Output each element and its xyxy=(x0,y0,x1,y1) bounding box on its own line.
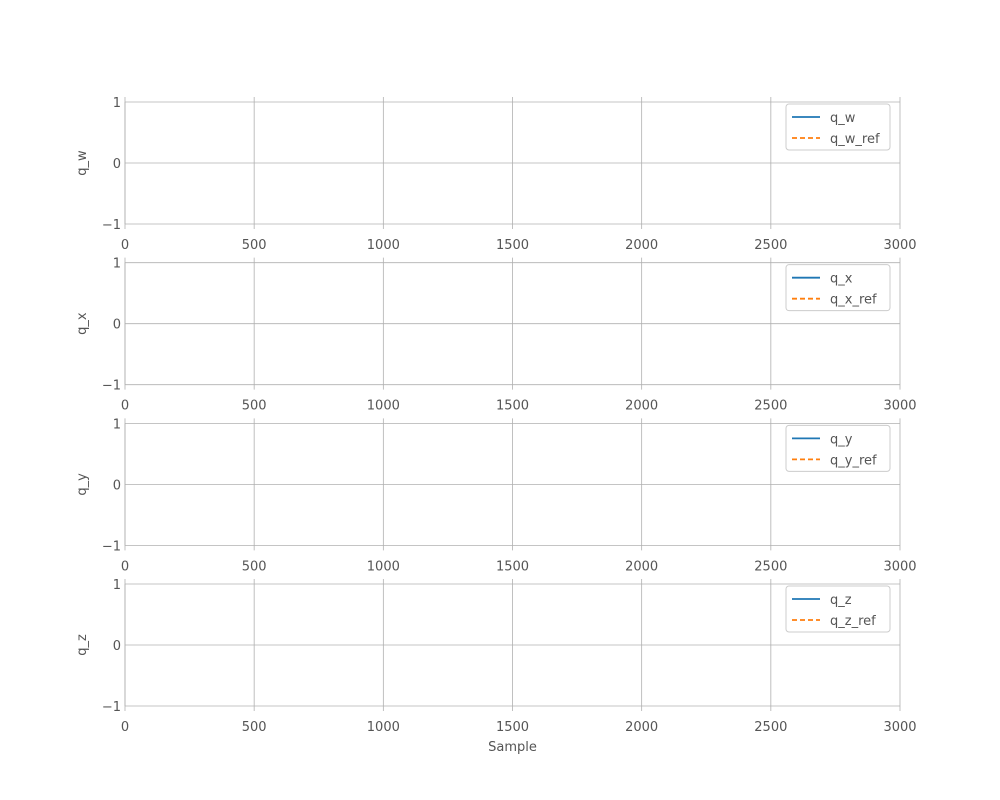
y-tick-label: 1 xyxy=(113,257,121,272)
x-tick-label: 1000 xyxy=(367,720,400,735)
x-tick-label: 0 xyxy=(121,720,129,735)
legend-entry: q_x xyxy=(830,272,853,287)
y-tick-label: −1 xyxy=(102,539,121,554)
legend-entry: q_x_ref xyxy=(830,293,877,308)
x-tick-label: 2000 xyxy=(625,720,658,735)
y-tick-label: −1 xyxy=(102,379,121,394)
y-tick-label: −1 xyxy=(102,218,121,233)
x-tick-label: 500 xyxy=(242,720,267,735)
x-tick-label: 0 xyxy=(121,238,129,253)
y-tick-label: 1 xyxy=(113,96,121,111)
legend: q_y q_y_ref xyxy=(785,424,891,472)
y-tick-label: −1 xyxy=(102,700,121,715)
x-tick-label: 500 xyxy=(242,238,267,253)
x-tick-label: 2500 xyxy=(754,399,787,414)
x-tick-label: 2500 xyxy=(754,238,787,253)
x-tick-label: 1500 xyxy=(496,399,529,414)
x-tick-label: 3000 xyxy=(883,559,916,574)
x-tick-label: 3000 xyxy=(883,720,916,735)
x-tick-label: 2000 xyxy=(625,238,658,253)
y-axis-label: q_w xyxy=(75,150,90,176)
y-tick-label: 1 xyxy=(113,578,121,593)
x-tick-label: 500 xyxy=(242,399,267,414)
subplot-q_w: 0 500 1000 1500 2000 2500 3000−101q_wq_wq_w_re… xyxy=(75,96,917,253)
legend-entry: q_y_ref xyxy=(830,453,877,468)
x-axis-label: Sample xyxy=(488,740,537,755)
legend: q_x q_x_ref xyxy=(785,264,891,312)
legend: q_z q_z_ref xyxy=(785,585,891,633)
y-tick-label: 0 xyxy=(113,157,121,172)
y-tick-label: 1 xyxy=(113,417,121,432)
y-axis-label: q_y xyxy=(75,473,90,496)
x-tick-label: 1000 xyxy=(367,238,400,253)
x-tick-label: 500 xyxy=(242,559,267,574)
x-tick-label: 1000 xyxy=(367,559,400,574)
subplot-q_z: 0 500 1000 1500 2000 2500 3000−101q_zq_zq_z_re… xyxy=(75,578,917,755)
legend-entry: q_z_ref xyxy=(830,614,876,629)
legend-entry: q_y xyxy=(830,432,853,447)
y-axis-label: q_z xyxy=(75,634,90,656)
x-tick-label: 2000 xyxy=(625,559,658,574)
y-tick-label: 0 xyxy=(113,478,121,493)
legend-entry: q_w xyxy=(830,111,856,126)
x-tick-label: 0 xyxy=(121,399,129,414)
y-tick-label: 0 xyxy=(113,318,121,333)
x-tick-label: 0 xyxy=(121,559,129,574)
x-tick-label: 1500 xyxy=(496,559,529,574)
x-tick-label: 2500 xyxy=(754,559,787,574)
x-tick-label: 1000 xyxy=(367,399,400,414)
y-axis-label: q_x xyxy=(75,312,90,335)
x-tick-label: 3000 xyxy=(883,399,916,414)
y-tick-label: 0 xyxy=(113,639,121,654)
x-tick-label: 3000 xyxy=(883,238,916,253)
legend-entry: q_w_ref xyxy=(830,132,880,147)
x-tick-label: 1500 xyxy=(496,720,529,735)
subplot-q_x: 0 500 1000 1500 2000 2500 3000−101q_xq_xq_x_re… xyxy=(75,257,917,414)
x-tick-label: 2500 xyxy=(754,720,787,735)
legend: q_w q_w_ref xyxy=(785,103,891,151)
legend-entry: q_z xyxy=(830,593,852,608)
x-tick-label: 2000 xyxy=(625,399,658,414)
subplot-q_y: 0 500 1000 1500 2000 2500 3000−101q_yq_yq_y_re… xyxy=(75,417,917,574)
x-tick-label: 1500 xyxy=(496,238,529,253)
